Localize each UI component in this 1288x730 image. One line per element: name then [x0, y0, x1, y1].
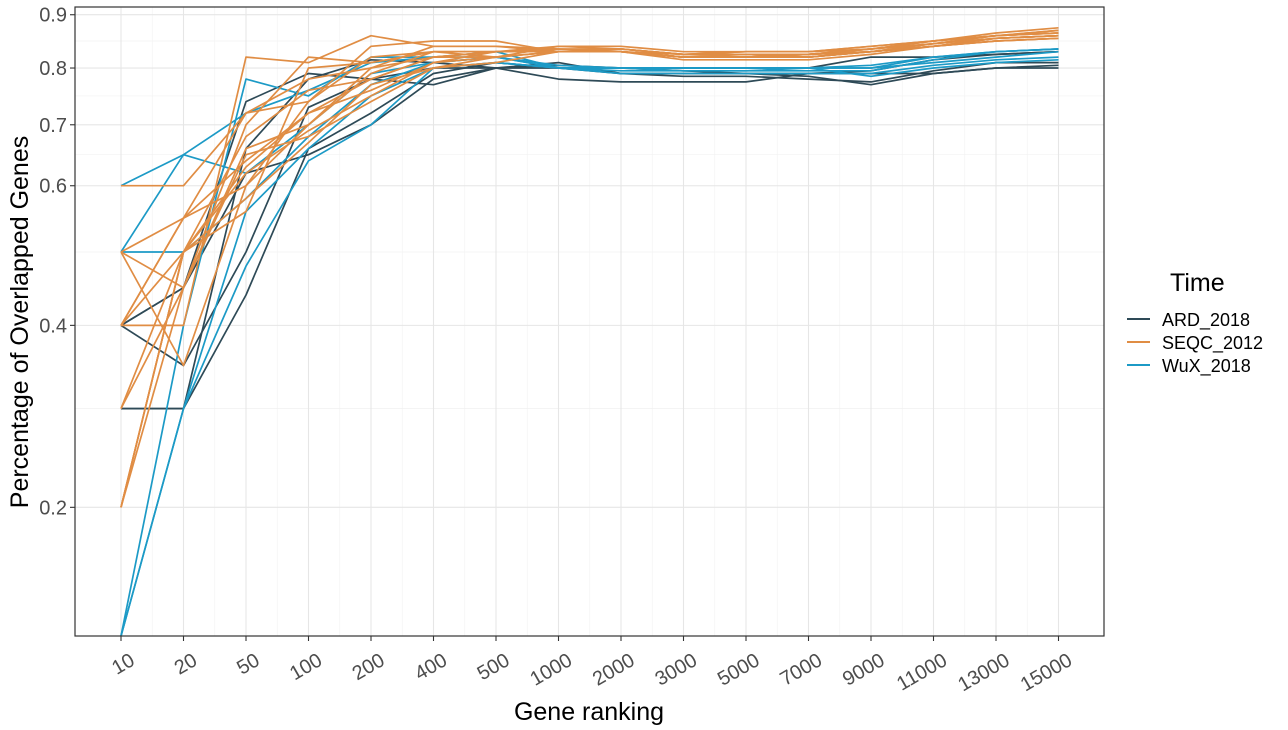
major-gridlines [75, 7, 1104, 636]
plot-panel-border [74, 6, 1105, 637]
x-tick-label: 7000 [776, 649, 826, 690]
x-tick-label: 50 [233, 649, 263, 679]
y-tick-label: 0.8 [39, 58, 67, 80]
y-tick-label: 0.9 [39, 5, 67, 27]
x-tick-label: 5000 [714, 649, 764, 690]
y-tick-label: 0.7 [39, 115, 67, 137]
x-tick-label: 20 [171, 649, 201, 679]
series-line-seqc-2012 [120, 29, 1059, 409]
x-tick-label: 100 [286, 649, 326, 685]
legend-label: WuX_2018 [1162, 356, 1251, 377]
y-tick-label: 0.4 [39, 315, 67, 337]
legend-label: ARD_2018 [1162, 310, 1250, 331]
minor-gridlines [75, 7, 1104, 637]
x-tick-label: 9000 [839, 649, 889, 690]
x-tick-label: 13000 [954, 649, 1013, 696]
series-line-seqc-2012 [120, 34, 1059, 326]
x-axis-title: Gene ranking [514, 698, 664, 726]
x-axis-ticks: 10 20 50 100 200 400 500 1000 2000 3000 5000 7000 90… [108, 636, 1076, 696]
series-lines [120, 26, 1059, 637]
series-line-wux-2018 [120, 48, 1059, 637]
legend-title: Time [1170, 269, 1225, 297]
x-tick-label: 15000 [1017, 649, 1076, 696]
legend-label: SEQC_2012 [1162, 333, 1263, 354]
x-tick-label: 200 [349, 649, 389, 685]
x-tick-label: 500 [474, 649, 514, 685]
y-axis-title: Percentage of Overlapped Genes [6, 136, 34, 508]
x-tick-label: 10 [108, 649, 138, 679]
series-line-seqc-2012 [120, 37, 1059, 508]
x-tick-label: 3000 [651, 649, 701, 690]
y-tick-label: 0.6 [39, 176, 67, 198]
y-axis-ticks: 0.2 0.4 0.6 0.7 0.8 0.9 [39, 5, 75, 519]
x-tick-label: 11000 [893, 649, 951, 695]
series-line-wux-2018 [120, 50, 1059, 637]
series-line-wux-2018 [120, 48, 1059, 637]
x-tick-label: 2000 [589, 649, 639, 690]
y-tick-label: 0.2 [39, 497, 67, 519]
x-tick-label: 1000 [526, 649, 576, 690]
series-line-wux-2018 [121, 48, 1059, 253]
x-tick-label: 400 [411, 649, 451, 685]
